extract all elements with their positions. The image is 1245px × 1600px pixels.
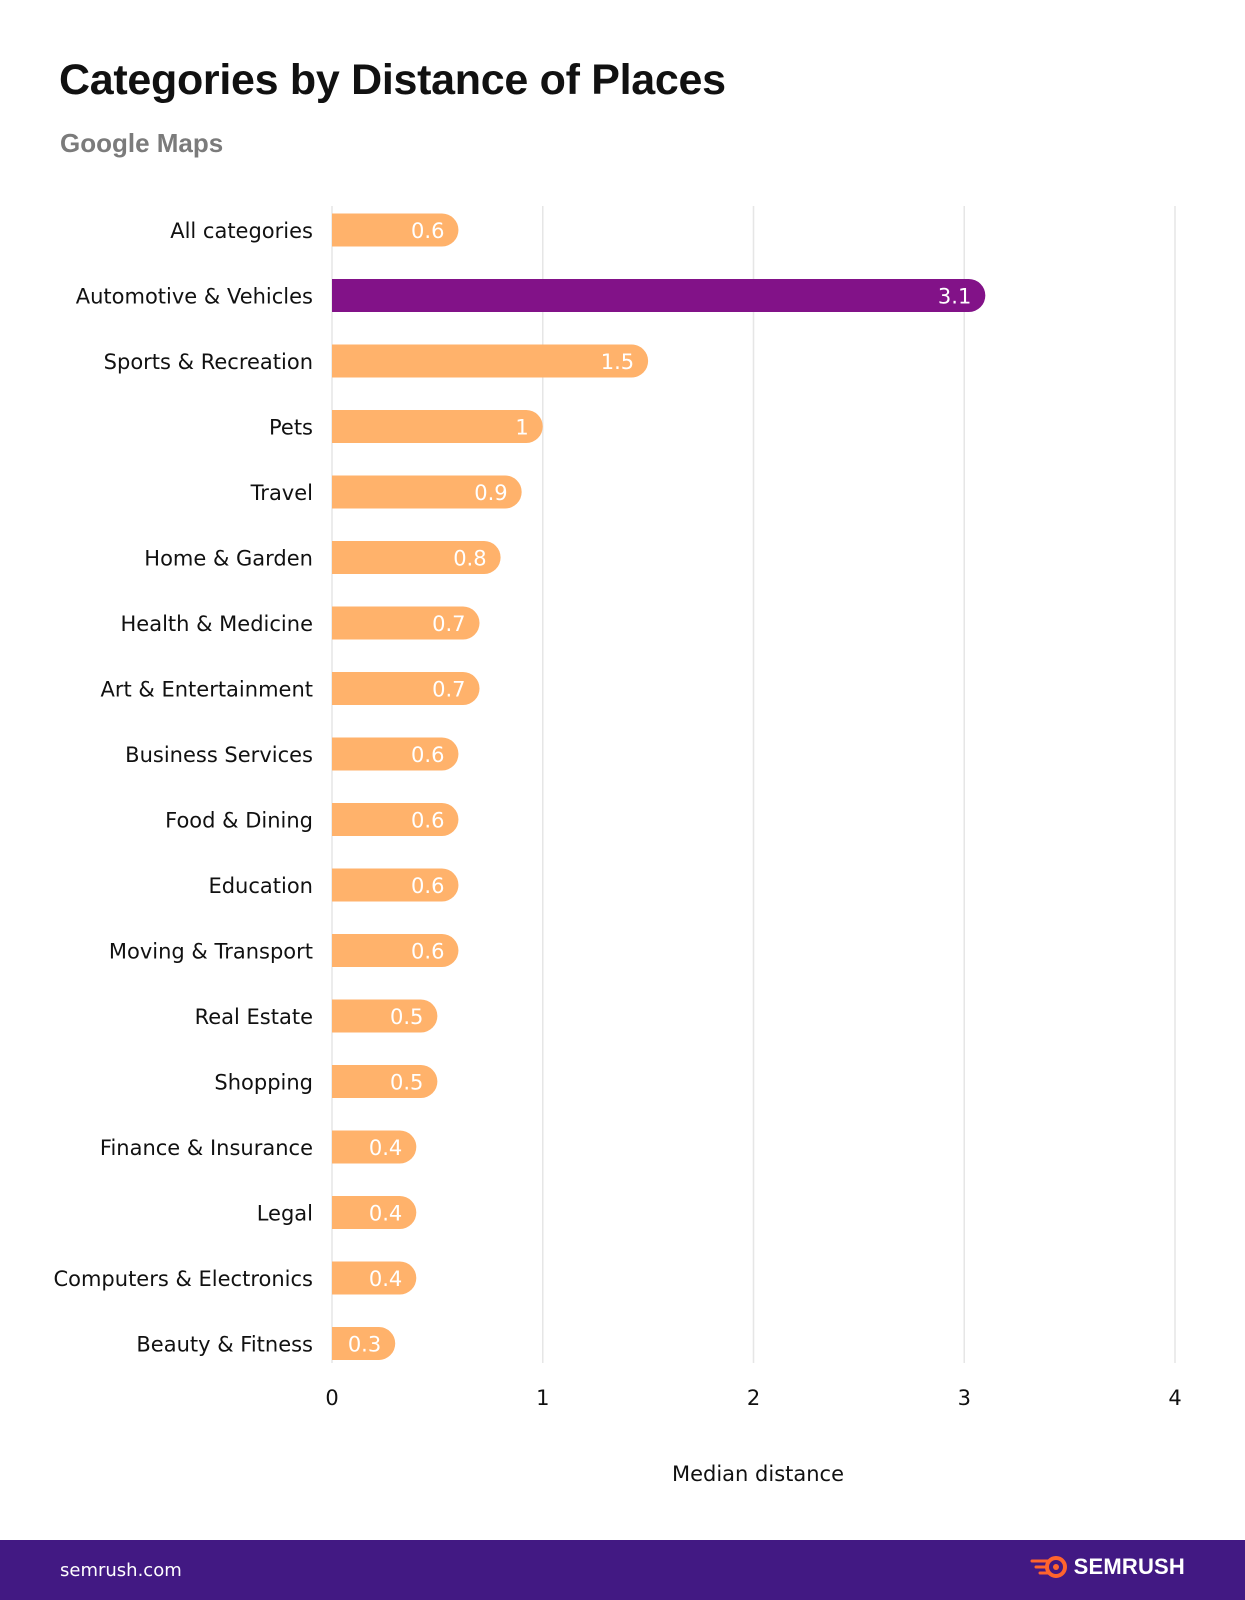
category-label: Legal: [257, 1202, 313, 1226]
bar: [332, 1065, 438, 1098]
bar-value-label: 0.7: [432, 678, 465, 702]
chart-title: Categories by Distance of Places: [59, 56, 726, 104]
bar-value-label: 0.3: [348, 1333, 381, 1357]
bar-value-label: 1: [515, 416, 528, 440]
semrush-flame-icon: [1030, 1556, 1067, 1578]
category-label: Art & Entertainment: [101, 678, 314, 702]
bar-value-label: 0.5: [390, 1005, 423, 1029]
category-label: Travel: [250, 481, 313, 505]
category-label: Business Services: [125, 743, 313, 767]
semrush-logo-text: SEMRUSH: [1073, 1554, 1185, 1579]
semrush-logo[interactable]: SEMRUSH: [1030, 1554, 1185, 1580]
bar-value-label: 0.4: [369, 1267, 402, 1291]
bar-value-label: 0.5: [390, 1071, 423, 1095]
bar-value-label: 0.7: [432, 612, 465, 636]
bar-value-label: 0.6: [411, 219, 444, 243]
category-label: Automotive & Vehicles: [76, 285, 313, 309]
category-label: Sports & Recreation: [104, 350, 313, 374]
chart-subtitle: Google Maps: [60, 128, 224, 158]
category-label: Moving & Transport: [109, 940, 313, 964]
bar: [332, 541, 501, 574]
category-label: Health & Medicine: [121, 612, 314, 636]
x-tick-label: 3: [958, 1386, 971, 1410]
bar-value-label: 1.5: [601, 350, 634, 374]
grid-lines: [331, 206, 1176, 1363]
category-label: Finance & Insurance: [100, 1136, 313, 1160]
category-label: All categories: [170, 219, 313, 243]
bar: [332, 213, 459, 247]
x-tick-label: 0: [325, 1386, 338, 1410]
bar: [332, 279, 986, 312]
category-labels: All categories Automotive & Vehicles Sport…: [53, 219, 313, 1357]
bar: [332, 344, 649, 378]
footer-site-link[interactable]: semrush.com: [60, 1560, 182, 1581]
bar: [332, 934, 459, 967]
category-label: Education: [208, 874, 313, 898]
bar-value-label: 3.1: [938, 285, 971, 309]
x-axis-ticks: 0 1 2 3 4: [325, 1386, 1181, 1410]
bar: [332, 1327, 396, 1361]
bar: [332, 737, 459, 771]
category-label: Home & Garden: [144, 547, 313, 571]
x-tick-label: 4: [1168, 1386, 1181, 1410]
bar-chart: 0.6 3.1 1.5 1 0.9 0.8 0.7 0.7 0.6 0.6 0.6 0.6 0.5 0.5…: [53, 206, 1182, 1486]
category-label: Real Estate: [195, 1005, 313, 1029]
bar-value-label: 0.6: [411, 940, 444, 964]
bar: [332, 1196, 417, 1229]
bar-value-label: 0.9: [474, 481, 507, 505]
x-axis-label: Median distance: [672, 1462, 844, 1486]
category-label: Food & Dining: [165, 809, 313, 833]
bar-value-label: 0.6: [411, 743, 444, 767]
bar: [332, 672, 480, 705]
x-tick-label: 2: [747, 1386, 760, 1410]
bar-value-label: 0.4: [369, 1136, 402, 1160]
bar-value-label: 0.6: [411, 874, 444, 898]
bar: [332, 1130, 417, 1164]
bar: [332, 803, 459, 836]
bar: [332, 1261, 417, 1295]
bar: [332, 999, 438, 1033]
bar: [332, 868, 459, 902]
bar-value-label: 0.8: [453, 547, 486, 571]
bar-value-label: 0.6: [411, 809, 444, 833]
bar-value-label: 0.4: [369, 1202, 402, 1226]
footer-bar: semrush.com SEMRUSH: [0, 1540, 1245, 1600]
bars: 0.6 3.1 1.5 1 0.9 0.8 0.7 0.7 0.6 0.6 0.6 0.6 0.5 0.5…: [332, 213, 986, 1361]
bar: [332, 410, 543, 443]
bar: [332, 606, 480, 640]
category-label: Pets: [269, 416, 313, 440]
bar: [332, 475, 522, 509]
category-label: Computers & Electronics: [53, 1267, 313, 1291]
category-label: Beauty & Fitness: [136, 1333, 313, 1357]
x-tick-label: 1: [536, 1386, 549, 1410]
category-label: Shopping: [214, 1071, 313, 1095]
